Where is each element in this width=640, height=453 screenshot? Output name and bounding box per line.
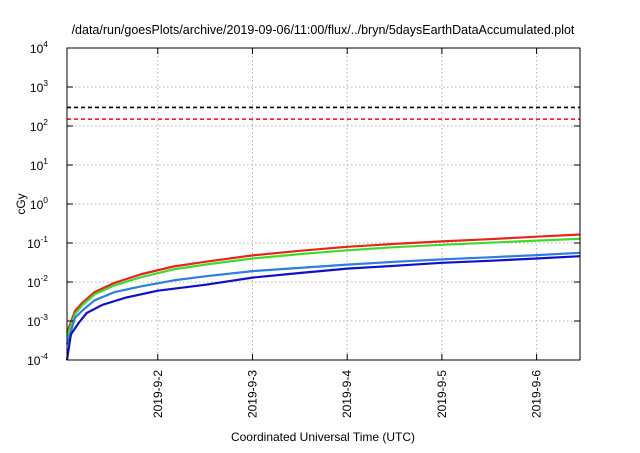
y-tick-label: 10-4 xyxy=(27,351,48,368)
grid xyxy=(67,48,580,360)
series-lines xyxy=(65,233,581,361)
x-tick-label: 2019-9-4 xyxy=(340,370,354,418)
series-line xyxy=(65,251,581,345)
y-tick-label: 10-3 xyxy=(27,312,48,329)
y-tick-label: 104 xyxy=(30,39,48,56)
reference-lines xyxy=(67,106,580,120)
y-axis: 10-4 10-3 10-2 10-1 100 101 102 103 104 xyxy=(27,39,580,368)
x-tick-label: 2019-9-6 xyxy=(530,370,544,418)
y-tick-label: 103 xyxy=(30,78,48,95)
x-axis-label: Coordinated Universal Time (UTC) xyxy=(231,430,415,444)
x-tick-label: 2019-9-2 xyxy=(151,370,165,418)
y-tick-label: 101 xyxy=(30,156,48,173)
series-line xyxy=(65,255,581,361)
x-axis: 2019-9-2 2019-9-3 2019-9-4 2019-9-5 2019-9-6 xyxy=(151,48,544,418)
x-tick-label: 2019-9-3 xyxy=(245,370,259,418)
y-tick-label: 100 xyxy=(30,195,48,212)
chart-title: /data/run/goesPlots/archive/2019-09-06/1… xyxy=(72,23,575,37)
series-line xyxy=(65,233,581,334)
y-axis-label: cGy xyxy=(14,193,28,214)
y-tick-label: 10-2 xyxy=(27,273,48,290)
series-line xyxy=(65,237,581,337)
y-tick-label: 10-1 xyxy=(27,234,48,251)
x-tick-label: 2019-9-5 xyxy=(435,370,449,418)
y-tick-label: 102 xyxy=(30,117,48,134)
